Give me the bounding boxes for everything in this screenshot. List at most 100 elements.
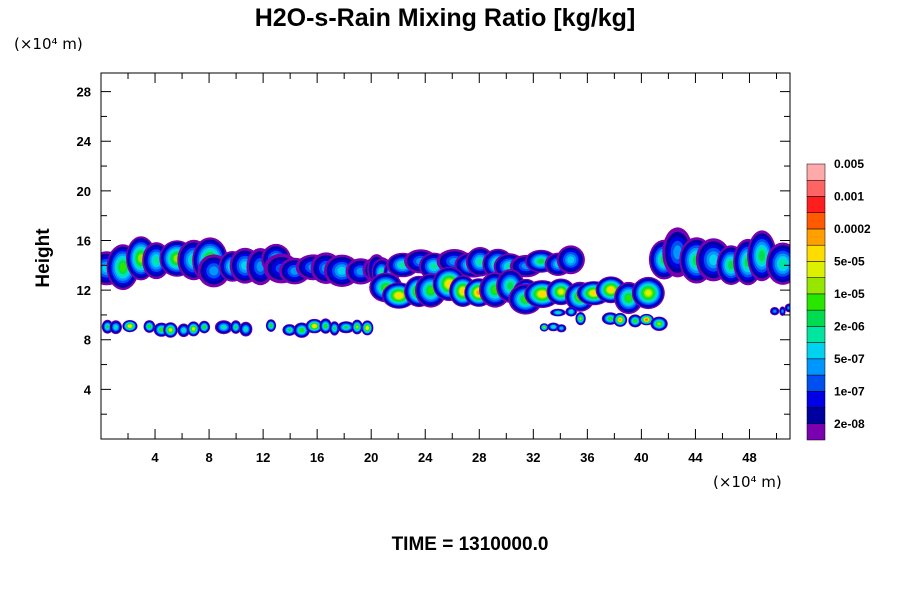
contour-cell [560, 327, 563, 330]
contour-cell [356, 325, 359, 329]
contour-cell [312, 324, 316, 328]
contour-cell [366, 326, 369, 330]
contour-cell [300, 328, 304, 332]
contour-cell [633, 319, 637, 323]
x-tick-label: 20 [364, 450, 378, 465]
cloud-region [648, 227, 790, 286]
x-tick-label: 4 [151, 450, 159, 465]
y-tick-label: 4 [84, 382, 92, 397]
contour-cell [608, 287, 614, 293]
x-tick-label: 36 [580, 450, 594, 465]
contour-cell [787, 306, 790, 310]
colorbar-swatch [806, 309, 826, 327]
cloud-region [550, 306, 577, 317]
colorbar-label: 1e-05 [834, 287, 865, 301]
y-axis-label: Height [33, 228, 54, 288]
colorbar-swatch [806, 374, 826, 392]
contour-cell [148, 325, 151, 328]
contour-cell [427, 287, 434, 294]
x-tick-label: 8 [205, 450, 212, 465]
contour-cell [567, 256, 575, 264]
x-tick-label: 48 [742, 450, 756, 465]
colorbar-swatch [806, 326, 826, 343]
contour-cell [244, 327, 248, 331]
colorbar-swatch [806, 196, 826, 213]
colorbar-label: 0.005 [834, 157, 864, 171]
chart-title: H2O-s-Rain Mixing Ratio [kg/kg] [255, 4, 636, 32]
contour-cell [625, 294, 632, 302]
contour-cell [169, 328, 172, 332]
colorbar-label: 1e-07 [834, 384, 865, 398]
contour-cell [537, 258, 545, 264]
colorbar-label: 0.001 [834, 189, 864, 203]
colorbar-label: 2e-08 [834, 417, 865, 431]
y-tick-label: 20 [77, 184, 91, 199]
contour-cell [288, 328, 291, 332]
y-tick-label: 12 [77, 283, 91, 298]
contour-cell [709, 254, 718, 266]
contour-cell [558, 289, 564, 295]
contour-cell [203, 325, 206, 329]
cloud-region [539, 322, 567, 333]
contour-cell [657, 322, 661, 326]
contour-cell [460, 288, 466, 295]
x-tick-label: 28 [472, 450, 486, 465]
contour-cell [270, 324, 272, 327]
contour-cell [182, 328, 186, 332]
cloud-region [613, 312, 668, 331]
contour-cell [645, 318, 648, 321]
colorbar-label: 2e-06 [834, 319, 865, 333]
contour-cell [192, 327, 195, 331]
contour-cell [333, 326, 336, 330]
contour-cell [153, 256, 160, 265]
contour-cell [234, 325, 237, 329]
contour-cell [619, 318, 622, 322]
colorbar-swatch [806, 244, 826, 262]
colorbar-label: 5e-07 [834, 352, 865, 366]
contour-cell [781, 309, 784, 313]
cloud-region [508, 276, 665, 315]
x-tick-label: 24 [418, 450, 433, 465]
contour-cell [221, 325, 226, 329]
contour-cell [552, 325, 555, 328]
contour-cell [395, 293, 402, 298]
contour-cell [608, 317, 612, 320]
contour-cell [209, 266, 219, 276]
contour-cell [337, 266, 347, 275]
contour-cell [106, 325, 109, 329]
x-tick-label: 40 [634, 450, 648, 465]
colorbar-swatch [806, 277, 826, 295]
cloud-region [101, 318, 374, 338]
x-tick-label: 12 [256, 450, 270, 465]
colorbar-swatch [806, 212, 826, 230]
contour-cell [569, 310, 573, 313]
cloud-region [465, 245, 585, 280]
colorbar: 2e-08 1e-07 5e-07 2e-06 1e-05 5e-05 0.0002 0.00… [806, 157, 871, 441]
contour-cell [556, 311, 560, 314]
y-tick-label: 28 [77, 85, 91, 100]
contour-cell [476, 258, 484, 266]
y-tick-label: 16 [77, 233, 91, 248]
contour-cell [779, 258, 787, 269]
colorbar-swatch [806, 423, 826, 441]
contour-cell [430, 263, 438, 270]
time-label: TIME = 1310000.0 [392, 534, 549, 555]
contour-cell [128, 325, 132, 328]
contour-cell [645, 290, 652, 296]
colorbar-label: 0.0002 [834, 222, 871, 236]
contour-cell [543, 326, 546, 329]
contour-cell [758, 250, 766, 262]
colorbar-swatch [806, 342, 826, 360]
x-tick-label: 44 [688, 450, 703, 465]
colorbar-swatch [806, 261, 826, 278]
colorbar-swatch [806, 358, 826, 376]
contour-cell [159, 328, 164, 332]
x-axis-unit: (×10⁴ m) [713, 473, 782, 491]
contour-cell [324, 324, 327, 328]
contour-cell [590, 291, 597, 296]
contour-field [101, 227, 790, 338]
colorbar-swatch [806, 163, 826, 181]
cloud-region [770, 303, 790, 317]
colorbar-swatch [806, 179, 826, 197]
